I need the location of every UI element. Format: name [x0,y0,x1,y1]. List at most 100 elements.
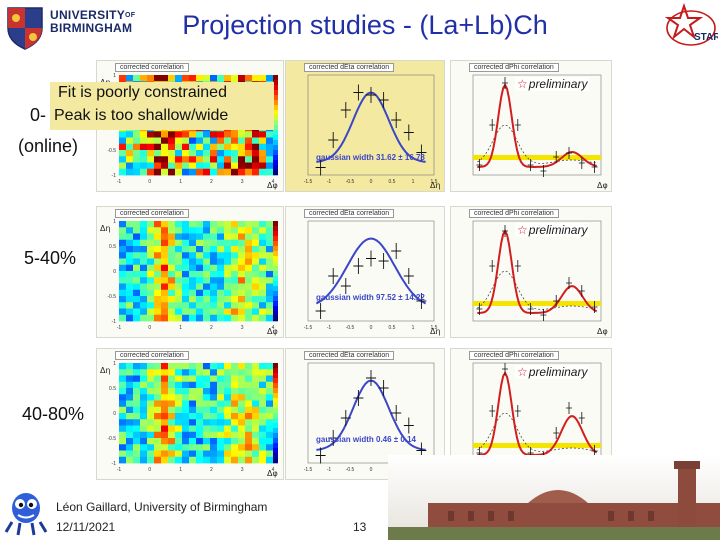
heatmap-cell [182,400,190,408]
heatmap-cell [140,431,148,439]
heatmap-cell [147,363,155,370]
heatmap-cell [210,400,218,408]
x-tick-label: -1 [117,179,122,185]
heatmap-cell [245,444,253,451]
heatmap-cell [189,156,197,163]
heatmap-cell [189,456,197,464]
heatmap-cell [245,425,253,433]
heatmap-cell [168,258,176,266]
y-tick-label: -0.5 [107,436,116,442]
heatmap-cell [175,394,183,401]
heatmap-cell [133,221,141,228]
heatmap-cell [203,363,211,370]
heatmap-cell [126,450,134,458]
heatmap-cell [126,271,134,278]
colorbar-step [273,160,278,166]
heatmap-cell [140,233,148,241]
data-point [553,427,560,439]
star-icon: ☆ [517,223,528,237]
data-point [566,402,572,414]
heatmap-cell [231,271,239,278]
data-point [403,268,414,284]
heatmap-cell [252,388,260,395]
heatmap-cell [245,143,253,151]
heatmap-cell [245,271,253,278]
gaussian-width-row1: gaussian width 97.52 ± 14.22 [316,293,425,302]
heatmap-cell [161,271,169,278]
heatmap-cell [189,143,197,151]
heatmap-cell [231,283,239,291]
heatmap-cell [224,296,232,303]
panel-dphi-row1: Δφ corrected dPhi correlation ☆preliminary [450,206,612,338]
plot-svg-deta-row1: -1.5 -1 -0.5 0 0.5 1 1.5Δη [304,220,441,336]
heatmap-cell [154,308,162,316]
heatmap-cell [147,131,155,138]
heatmap-cell [154,289,162,297]
heatmap-cell [168,381,176,389]
heatmap-cell [119,156,127,163]
heatmap-cell [175,308,183,316]
heatmap-cell [133,400,141,408]
heatmap-cell [154,400,162,408]
heatmap-cell [210,296,218,303]
heatmap-cell [175,381,183,389]
heatmap-cell [175,137,183,145]
heatmap-cell [119,283,127,291]
y-tick-label: 1 [113,361,116,367]
x-tick-label: 3 [241,179,244,185]
colorbar-step [273,418,278,424]
heatmap-cell [161,162,169,170]
heatmap-cell [119,425,127,433]
heatmap-cell [217,239,225,247]
y-tick-label: -1 [112,173,117,179]
heatmap-cell [231,221,239,228]
heatmap-cell [140,363,148,370]
heatmap-cell [238,258,246,266]
heatmap-cell [147,283,155,291]
colorbar-step [273,393,278,399]
heatmap-cell [126,438,134,445]
heatmap-cell [238,381,246,389]
x-tick-label: 0 [370,179,373,185]
heatmap-cell [133,75,141,82]
heatmap-cell [126,131,134,138]
heatmap-cell [231,425,239,433]
heatmap-cell [203,375,211,383]
plot-svg-dphi-row0: Δφ [472,74,608,190]
heatmap-cell [252,438,260,445]
heatmap-cell [168,302,176,309]
panel-dphi-row0: Δφ corrected dPhi correlation ☆preliminary [450,60,612,192]
heatmap-cell [231,296,239,303]
heatmap-cell [126,143,134,151]
x-axis-label: Δη [430,327,441,336]
panel-title-heat-row2: corrected correlation [115,351,189,360]
heatmap-cell [154,425,162,433]
heatmap-cell [168,252,176,259]
heatmap-cell [126,137,134,145]
heatmap-cell [224,227,232,234]
heatmap-cell [119,264,127,272]
heatmap-cell [252,258,260,266]
heatmap-cell [259,75,267,82]
heatmap-cell [231,168,239,176]
heatmap-cell [238,131,246,138]
heatmap-cell [252,162,260,170]
heatmap-cell [259,143,267,151]
plot-frame [307,220,435,322]
heatmap-cell [189,289,197,297]
heatmap-cell [189,419,197,426]
heatmap-cell [231,277,239,284]
heatmap-cell [210,419,218,426]
heatmap-cell [259,277,267,284]
heatmap-cell [217,271,225,278]
heatmap-cell [266,289,274,297]
heatmap-cell [196,369,204,376]
heatmap-cell [182,302,190,309]
university-line2: BIRMINGHAM [50,21,133,35]
heatmap-cell [259,308,267,316]
heatmap-cell [210,264,218,272]
heatmap-cell [238,233,246,241]
heatmap-cell [196,277,204,284]
annotation-line2: Peak is too shallow/wide [54,107,229,124]
data-point [502,77,508,89]
